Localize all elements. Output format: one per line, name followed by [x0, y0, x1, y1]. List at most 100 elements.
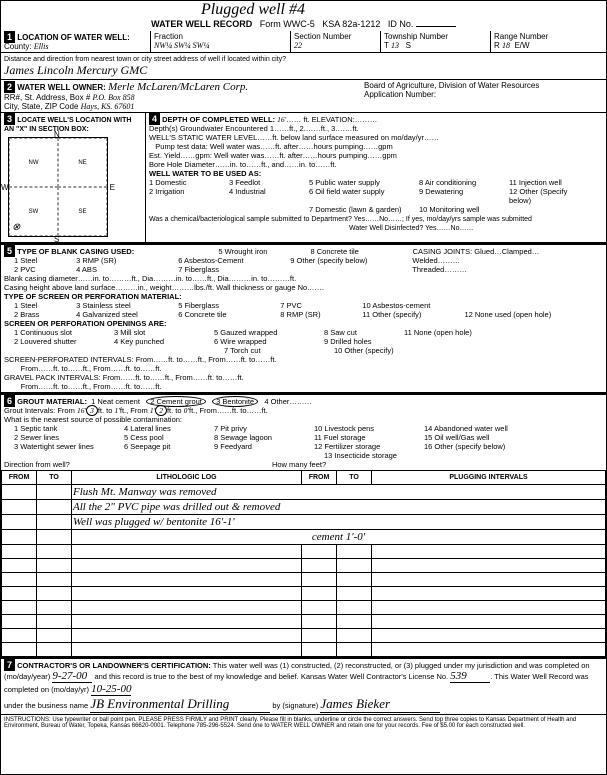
cont-13[interactable]: 13 Insecticide storage [324, 451, 434, 460]
grout-to2[interactable]: 0' [184, 406, 189, 415]
open-6[interactable]: 6 Wire wrapped [214, 337, 324, 346]
cont-4[interactable]: 4 Lateral lines [124, 424, 214, 433]
depth-value[interactable]: 16' [277, 115, 286, 124]
business[interactable]: JB Environmental Drilling [90, 696, 270, 713]
township-t: T [384, 41, 389, 50]
open-2[interactable]: 2 Louvered shutter [14, 337, 114, 346]
cont-10[interactable]: 10 Livestock pens [314, 424, 424, 433]
cont-6[interactable]: 6 Seepage pit [124, 442, 214, 451]
disinfected-label: Water Well Disinfected? Yes……No…… [349, 225, 474, 232]
fraction-value[interactable]: NW¼ SW¼ SW¼ [154, 41, 209, 50]
cont-16[interactable]: 16 Other (specify below) [424, 442, 554, 451]
use-6[interactable]: 6 Oil field water supply [309, 187, 419, 205]
screen-4[interactable]: 4 Galvanized steel [76, 310, 176, 319]
grout-from1[interactable]: 16' [77, 406, 86, 415]
casing-9[interactable]: 9 Other (specify below) [290, 256, 410, 265]
ksa: KSA 82a-1212 [322, 19, 380, 29]
open-3[interactable]: 3 Mill slot [114, 328, 214, 337]
log-line-1[interactable]: All the 2" PVC pipe was drilled out & re… [72, 500, 606, 515]
open-8[interactable]: 8 Saw cut [324, 328, 404, 337]
use-7[interactable]: 7 Domestic (lawn & garden) [309, 205, 419, 214]
addr-value[interactable]: P.O. Box 858 [93, 93, 135, 102]
license[interactable]: 539 [450, 670, 490, 683]
chemical-label: Was a chemical/bacteriological sample su… [149, 216, 532, 223]
cont-11[interactable]: 11 Fuel storage [314, 433, 424, 442]
signature[interactable]: James Bieker [320, 696, 440, 713]
date1[interactable]: 9-27-00 [52, 670, 92, 683]
open-10[interactable]: 10 Other (specify) [334, 346, 414, 355]
screen-12[interactable]: 12 None used (open hole) [464, 310, 551, 319]
section2-num: 2 [4, 81, 15, 93]
use-8[interactable]: 8 Air conditioning [419, 178, 509, 187]
casing-7[interactable]: 7 Fiberglass [178, 265, 288, 274]
log-line-0[interactable]: Flush Mt. Manway was removed [72, 485, 606, 500]
casing-5[interactable]: 5 Wrought iron [218, 247, 308, 256]
use-1[interactable]: 1 Domestic [149, 178, 229, 187]
screen-11[interactable]: 11 Other (specify) [362, 310, 462, 319]
casing-8[interactable]: 8 Concrete tile [310, 247, 410, 256]
welded-label: Welded……… [412, 256, 460, 265]
casing-3[interactable]: 3 RMP (SR) [76, 256, 176, 265]
use-5[interactable]: 5 Public water supply [309, 178, 419, 187]
use-10[interactable]: 10 Monitoring well [419, 205, 509, 214]
use-12[interactable]: 12 Other (Specify below) [509, 187, 589, 205]
use-4[interactable]: 4 Industrial [229, 187, 309, 205]
screen-3[interactable]: 3 Stainless steel [76, 301, 176, 310]
screen-5[interactable]: 5 Fiberglass [178, 301, 278, 310]
cont-1[interactable]: 1 Septic tank [14, 424, 124, 433]
city-value[interactable]: Hays, KS. 67601 [81, 102, 135, 111]
open-5[interactable]: 5 Gauzed wrapped [214, 328, 324, 337]
section-value[interactable]: 22 [294, 41, 302, 50]
open-7[interactable]: 7 Torch cut [224, 346, 334, 355]
screen-6[interactable]: 6 Concrete tile [178, 310, 278, 319]
open-4[interactable]: 4 Key punched [114, 337, 214, 346]
screen-2[interactable]: 2 Brass [14, 310, 74, 319]
distance-value[interactable]: James Lincoln Mercury GMC [4, 63, 147, 77]
range-label: Range Number [494, 32, 548, 41]
open-1[interactable]: 1 Continuous slot [14, 328, 114, 337]
use-2[interactable]: 2 Irrigation [149, 187, 229, 205]
casing-1[interactable]: 1 Steel [14, 256, 74, 265]
screen-7[interactable]: 7 PVC [280, 301, 360, 310]
casing-6[interactable]: 6 Asbestos-Cement [178, 256, 288, 265]
cont-5[interactable]: 5 Cess pool [124, 433, 214, 442]
addr-label: RR#, St. Address, Box # [4, 93, 90, 102]
cont-14[interactable]: 14 Abandoned water well [424, 424, 554, 433]
section-box[interactable]: NSEW NWNE SW⊗SE [8, 137, 108, 237]
cont-2[interactable]: 2 Sewer lines [14, 433, 124, 442]
id-no-field[interactable] [416, 26, 456, 27]
cont-9[interactable]: 9 Feedyard [214, 442, 314, 451]
section7: 7 CONTRACTOR'S OR LANDOWNER'S CERTIFICAT… [1, 657, 606, 714]
cont-12[interactable]: 12 Fertilizer storage [314, 442, 424, 451]
county-value[interactable]: Ellis [34, 42, 49, 51]
casing-2[interactable]: 2 PVC [14, 265, 74, 274]
date2[interactable]: 10-25-00 [91, 683, 131, 696]
grout-to1[interactable]: 1' [115, 406, 120, 415]
screen-1[interactable]: 1 Steel [14, 301, 74, 310]
open-9[interactable]: 9 Drilled holes [324, 337, 404, 346]
screen-10[interactable]: 10 Asbestos-cement [362, 301, 462, 310]
casing-4[interactable]: 4 ABS [76, 265, 176, 274]
grout-4[interactable]: 4 Other [264, 397, 289, 406]
screen-8[interactable]: 8 RMP (SR) [280, 310, 360, 319]
open-11[interactable]: 11 None (open hole) [404, 328, 504, 337]
log-line-2[interactable]: Well was plugged w/ bentonite 16'-1' [72, 515, 606, 530]
cont-8[interactable]: 8 Sewage lagoon [214, 433, 314, 442]
cont-15[interactable]: 15 Oil well/Gas well [424, 433, 554, 442]
township-value[interactable]: 13 [391, 41, 399, 50]
grout-3[interactable]: 3 Bentonite [212, 396, 258, 407]
use-3[interactable]: 3 Feedlot [229, 178, 309, 187]
log-h-from2: FROM [302, 471, 337, 485]
form-title: WATER WELL RECORD [151, 19, 252, 29]
range-value[interactable]: 18 [502, 41, 510, 50]
cont-3[interactable]: 3 Watertight sewer lines [14, 442, 124, 451]
use-11[interactable]: 11 Injection well [509, 178, 589, 187]
section6-title: GROUT MATERIAL: [17, 397, 87, 406]
owner-value[interactable]: Merle McLaren/McLaren Corp. [108, 81, 248, 93]
log-table: FROM TO LITHOLOGIC LOG FROM TO PLUGGING … [1, 470, 606, 657]
log-line-3[interactable]: cement 1'-0' [72, 530, 606, 545]
use-9[interactable]: 9 Dewatering [419, 187, 509, 205]
cont-7[interactable]: 7 Pit privy [214, 424, 314, 433]
section3-4-row: 3 LOCATE WELL'S LOCATION WITH AN "X" IN … [1, 113, 606, 243]
grout-1[interactable]: 1 Neat cement [91, 397, 140, 406]
